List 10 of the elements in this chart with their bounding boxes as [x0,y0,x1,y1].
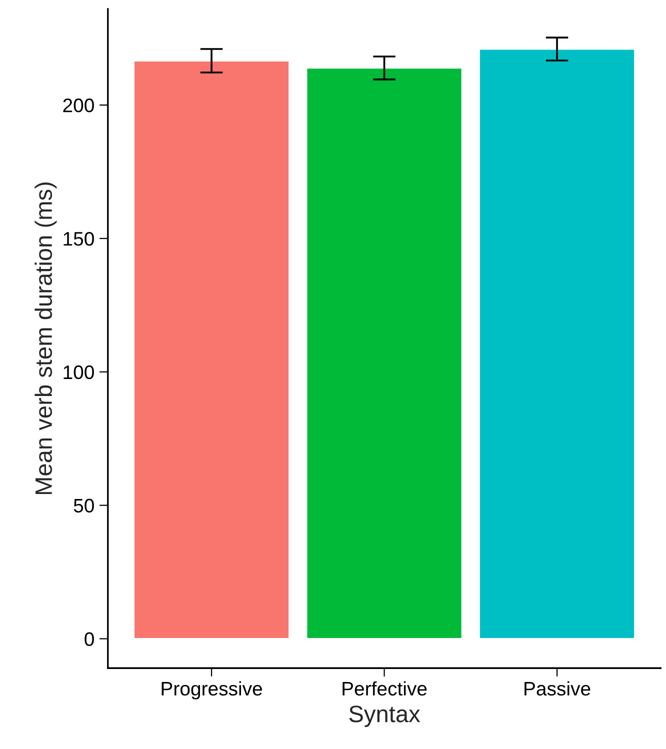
y-tick-label: 200 [63,98,94,112]
y-tick-label: 50 [74,498,94,513]
y-tick-label: 0 [84,632,94,646]
y-tick-label: 150 [64,232,94,246]
y-axis-title: Mean verb stem duration (ms) [34,182,57,494]
x-tick-label: Progressive [162,681,262,700]
x-axis-title: Syntax [349,706,420,727]
x-tick-label: Perfective [342,681,427,696]
x-tick-label: Passive [524,681,590,696]
y-tick-label: 100 [64,365,94,380]
